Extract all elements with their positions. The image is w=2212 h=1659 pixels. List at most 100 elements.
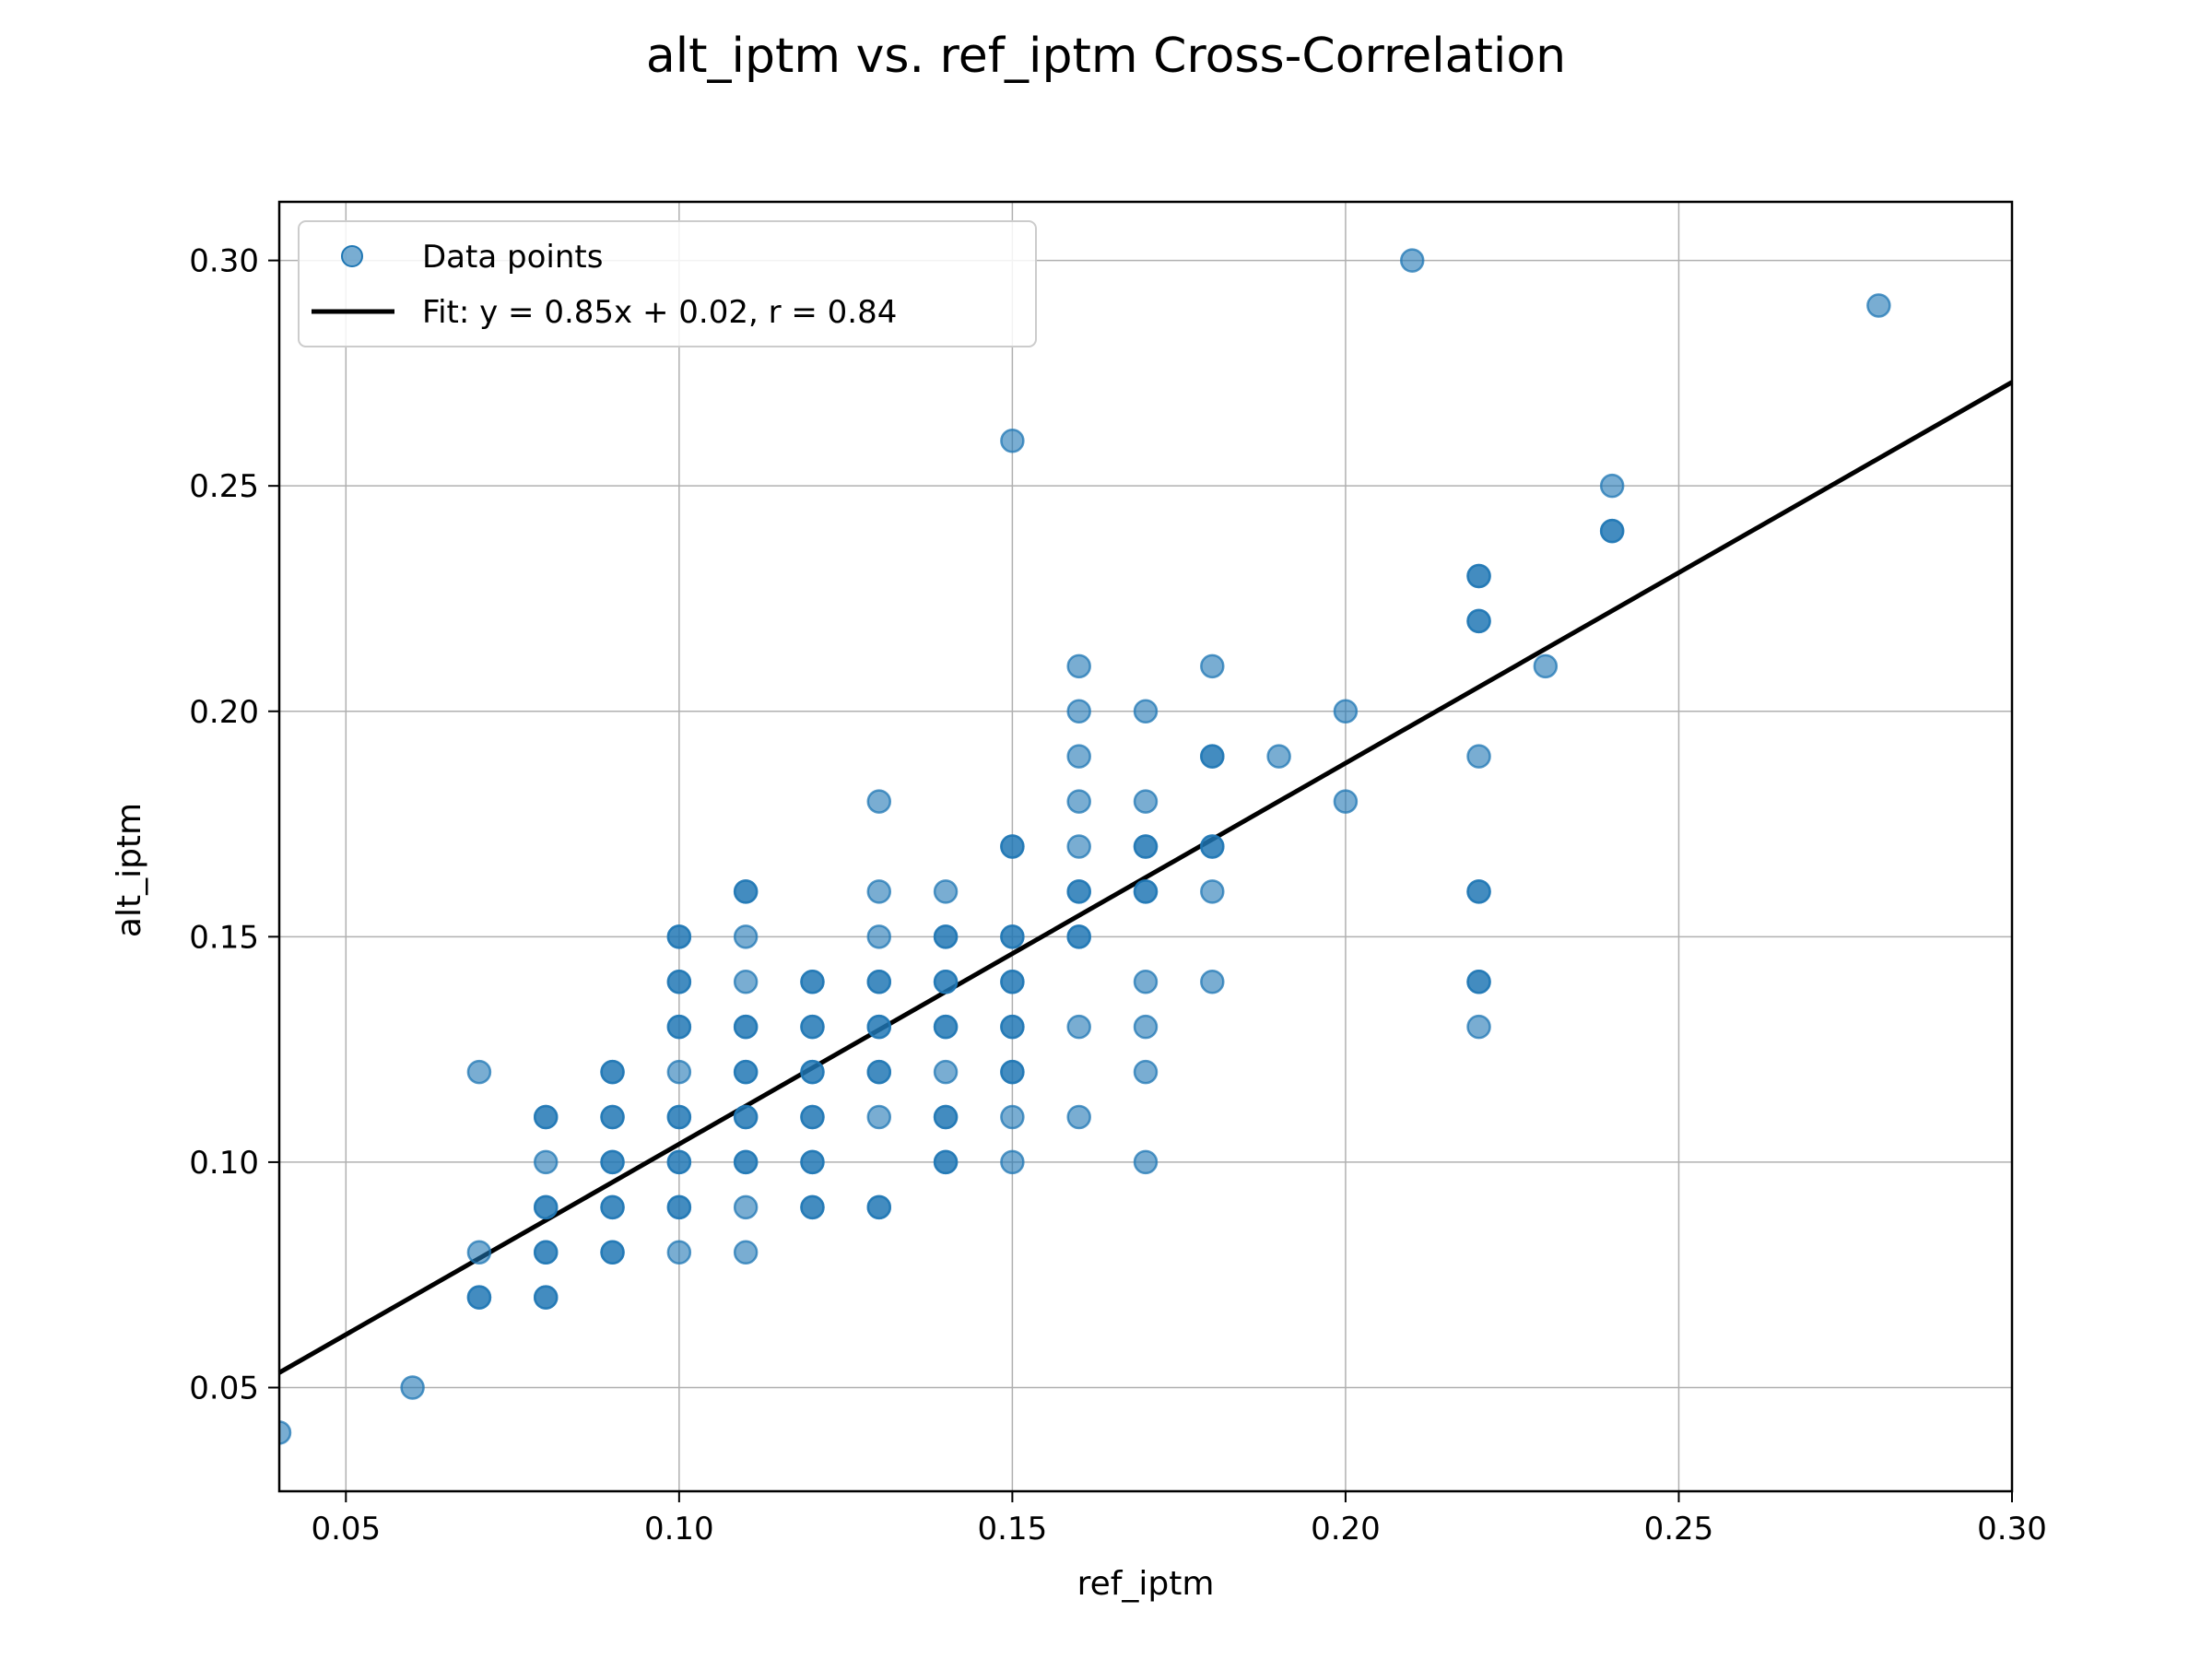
data-point [1133, 969, 1159, 994]
chart-title: alt_iptm vs. ref_iptm Cross-Correlation [646, 29, 1566, 84]
data-point [1466, 608, 1491, 634]
data-point [933, 1059, 959, 1085]
data-point [466, 1240, 492, 1265]
data-point [1066, 1104, 1091, 1130]
data-point [666, 1059, 692, 1085]
data-point [933, 1014, 959, 1040]
data-point [733, 1194, 759, 1220]
data-point [1066, 879, 1091, 904]
data-point [1466, 879, 1491, 904]
fit-line [277, 380, 2014, 1375]
data-point [866, 1014, 892, 1040]
data-point [933, 1104, 959, 1130]
data-point [666, 1014, 692, 1040]
y-tick-label: 0.30 [189, 243, 259, 280]
data-point [800, 1104, 825, 1130]
data-point [933, 924, 959, 949]
data-point [866, 924, 892, 949]
data-point [1133, 699, 1159, 724]
data-point [1133, 879, 1159, 904]
data-point [600, 1240, 625, 1265]
x-tick-label: 0.30 [1977, 1511, 2047, 1547]
data-points [279, 248, 1891, 1445]
data-point [400, 1375, 425, 1400]
data-point [733, 879, 759, 904]
data-point [1066, 834, 1091, 859]
data-point [866, 1104, 892, 1130]
data-point [1066, 699, 1091, 724]
legend-label-fit: Fit: y = 0.85x + 0.02, r = 0.84 [422, 294, 897, 331]
data-point [533, 1240, 559, 1265]
data-point [600, 1104, 625, 1130]
data-point [1466, 1014, 1491, 1040]
data-point [466, 1059, 492, 1085]
data-point [1000, 969, 1025, 994]
data-point [800, 969, 825, 994]
data-point [866, 1194, 892, 1220]
data-point [1200, 834, 1225, 859]
y-axis-label: alt_iptm [111, 803, 148, 937]
data-point [866, 789, 892, 814]
data-point [733, 1149, 759, 1175]
data-point [1066, 789, 1091, 814]
data-point [733, 1014, 759, 1040]
data-point [933, 879, 959, 904]
data-point [1000, 1059, 1025, 1085]
data-point [666, 969, 692, 994]
data-point [866, 969, 892, 994]
fit-line-group [277, 380, 2014, 1375]
data-point [1466, 563, 1491, 589]
data-point [600, 1194, 625, 1220]
data-point [1066, 653, 1091, 679]
data-point [466, 1285, 492, 1310]
legend: Data points Fit: y = 0.85x + 0.02, r = 0… [298, 220, 1037, 347]
data-point [733, 1059, 759, 1085]
data-point [1000, 429, 1025, 453]
data-point [1599, 518, 1625, 544]
data-point [800, 1149, 825, 1175]
axis-ticks: 0.05 0.10 0.15 0.20 0.25 0.30 0.05 0.10 0.15 0.20… [189, 243, 2047, 1547]
legend-marker-data-points [341, 245, 363, 267]
data-point [533, 1285, 559, 1310]
data-point [733, 924, 759, 949]
data-point [733, 969, 759, 994]
data-point [1133, 1059, 1159, 1085]
data-point [800, 1014, 825, 1040]
data-point [866, 879, 892, 904]
data-point [933, 969, 959, 994]
data-point [1000, 924, 1025, 949]
data-point [533, 1104, 559, 1130]
data-point [800, 1059, 825, 1085]
data-point [733, 1104, 759, 1130]
plot-border [277, 200, 2014, 1493]
x-tick-label: 0.15 [978, 1511, 1048, 1547]
data-point [666, 924, 692, 949]
data-point [1266, 744, 1291, 769]
x-tick-label: 0.10 [644, 1511, 714, 1547]
x-tick-label: 0.05 [311, 1511, 381, 1547]
data-point [533, 1149, 559, 1175]
data-point [1133, 1014, 1159, 1040]
data-point [866, 1059, 892, 1085]
data-point [1066, 924, 1091, 949]
data-point [1000, 834, 1025, 859]
y-tick-label: 0.05 [189, 1370, 259, 1406]
x-tick-label: 0.25 [1644, 1511, 1714, 1547]
data-point [666, 1194, 692, 1220]
data-point [1333, 789, 1359, 814]
data-point [666, 1240, 692, 1265]
legend-label-data-points: Data points [422, 239, 603, 276]
data-point [733, 1240, 759, 1265]
data-point [1133, 834, 1159, 859]
data-point [800, 1194, 825, 1220]
data-point [1466, 969, 1491, 994]
data-point [1133, 789, 1159, 814]
data-point [1399, 248, 1425, 273]
data-point [1000, 1104, 1025, 1130]
data-point [1533, 653, 1559, 679]
data-point [1200, 744, 1225, 769]
data-point [600, 1059, 625, 1085]
y-tick-label: 0.25 [189, 468, 259, 505]
data-point [1200, 653, 1225, 679]
